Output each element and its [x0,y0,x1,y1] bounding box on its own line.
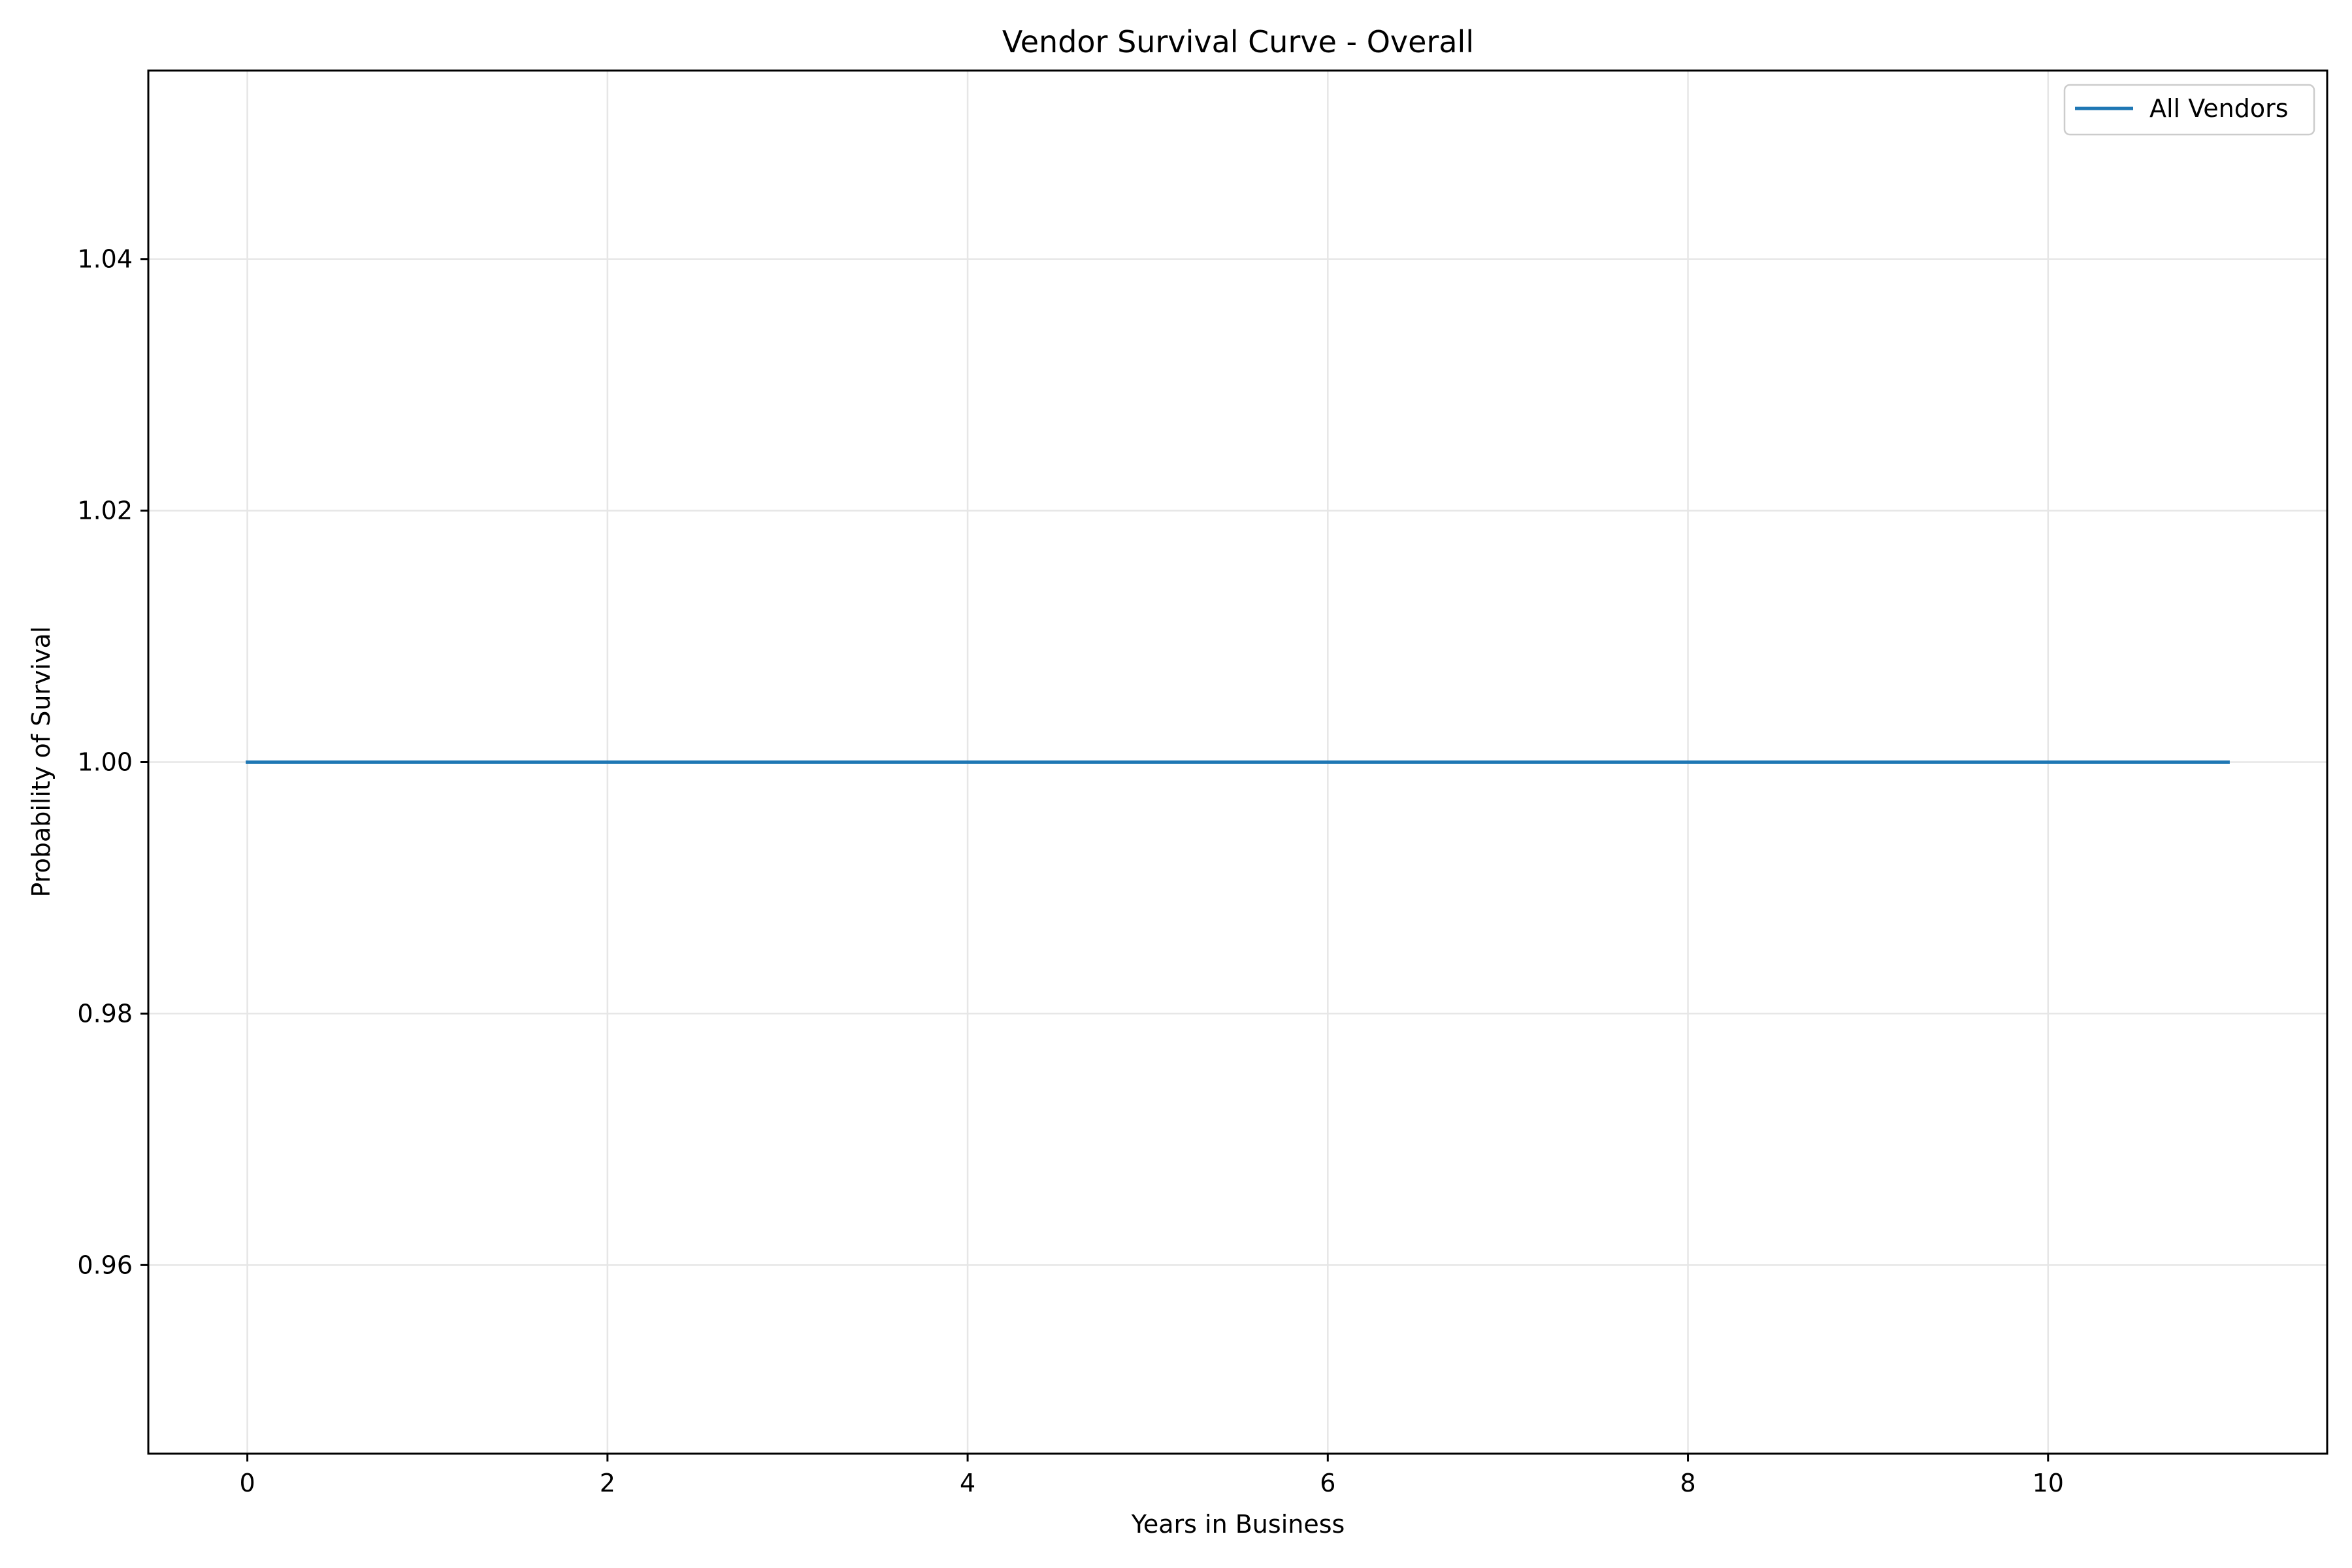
x-axis-label: Years in Business [1131,1510,1345,1539]
y-tick-label: 0.98 [77,999,133,1028]
y-tick-label: 0.96 [77,1250,133,1279]
legend-label: All Vendors [2149,94,2289,123]
y-axis-ticks: 0.96 0.98 1.00 1.02 1.04 [77,245,148,1279]
legend-box [2063,84,2315,136]
x-tick-label: 10 [2033,1469,2064,1497]
legend: All Vendors [2063,84,2315,136]
x-tick-label: 6 [1320,1469,1335,1497]
y-axis-label: Probability of Survival [27,627,56,898]
chart-title: Vendor Survival Curve - Overall [1002,24,1474,59]
x-tick-label: 2 [600,1469,615,1497]
y-tick-label: 1.00 [77,748,133,777]
x-tick-label: 8 [1680,1469,1695,1497]
x-tick-label: 4 [960,1469,975,1497]
x-tick-label: 0 [239,1469,255,1497]
x-axis-ticks: 0 2 4 6 8 10 [239,1454,2064,1497]
y-tick-label: 1.04 [77,245,133,274]
y-tick-label: 1.02 [77,497,133,525]
